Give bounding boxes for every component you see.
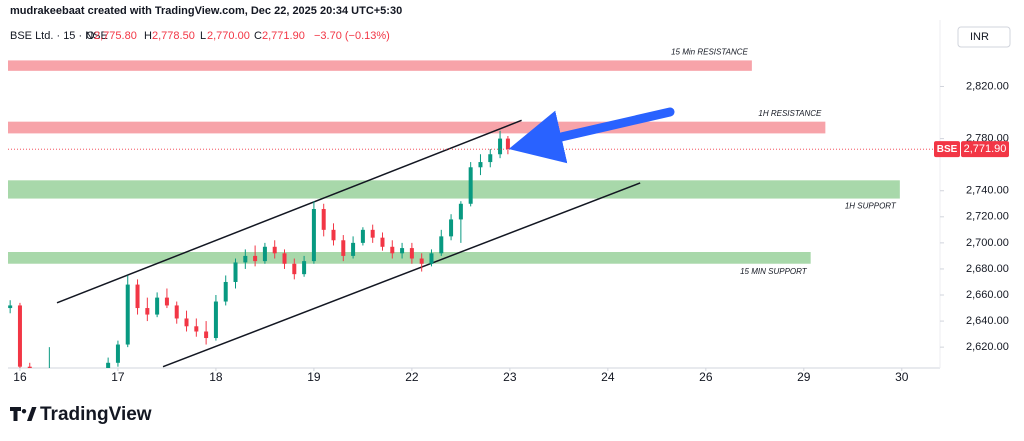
y-tick-label: 2,700.00 [966, 237, 1009, 249]
candle-body [204, 331, 209, 339]
candle-body [135, 284, 140, 309]
currency-box[interactable] [957, 26, 1011, 48]
zone [8, 180, 900, 199]
candle-body [106, 362, 111, 368]
zone-label: 1H RESISTANCE [758, 109, 822, 118]
candle-body [429, 253, 434, 264]
candle-body [505, 138, 510, 150]
logo: TradingView [10, 404, 152, 425]
candle-body [155, 297, 160, 315]
candle-body [488, 154, 493, 163]
x-tick-label: 16 [13, 370, 27, 384]
candle-body [370, 229, 375, 238]
candle-body [321, 208, 326, 230]
plot-area [8, 60, 940, 380]
candle-body [262, 246, 267, 262]
candle-body [174, 305, 179, 319]
last-symbol: BSE [937, 144, 958, 155]
candle-body [272, 246, 277, 254]
candle-body [184, 318, 189, 327]
y-tick-label: 2,620.00 [966, 341, 1009, 353]
o-value: 2,775.80 [94, 30, 137, 42]
candle-body [125, 284, 130, 345]
candle-body [17, 305, 22, 367]
candle-body [458, 203, 463, 220]
x-tick-label: 17 [111, 370, 125, 384]
candle-body [8, 305, 13, 309]
y-tick-label: 2,660.00 [966, 289, 1009, 301]
candle-body [77, 376, 81, 379]
x-tick-label: 24 [601, 370, 615, 384]
candle-body [253, 255, 258, 262]
zone-label: 15 MIN SUPPORT [740, 267, 808, 276]
candle-body [47, 373, 51, 380]
y-tick-label: 2,720.00 [966, 211, 1009, 223]
zone-label: 1H SUPPORT [845, 202, 897, 211]
candle-body [498, 138, 503, 155]
x-tick-label: 23 [503, 370, 517, 384]
candle-body [302, 261, 307, 275]
trendline [162, 182, 641, 368]
candle-body [409, 248, 414, 259]
candle-body [478, 162, 483, 168]
c-label: C [254, 30, 262, 42]
candle-body [311, 208, 316, 262]
candle-body [468, 167, 473, 204]
candle-body [223, 281, 228, 302]
last-symbol-box [934, 141, 960, 158]
candle-body [380, 237, 385, 247]
candle-body [449, 219, 454, 237]
x-tick-label: 22 [405, 370, 419, 384]
c-value: 2,771.90 [262, 30, 305, 42]
candle-body [439, 236, 444, 254]
candle-body [27, 366, 32, 368]
last-price-box [961, 141, 1009, 158]
candle-body [400, 248, 405, 254]
h-label: H [144, 30, 152, 42]
zone [8, 252, 811, 264]
trendline [56, 119, 522, 304]
candle-body [419, 258, 424, 264]
credit: mudrakeebaat created with TradingView.co… [10, 5, 402, 17]
x-tick-label: 29 [797, 370, 811, 384]
currency[interactable]: INR [970, 31, 989, 43]
x-tick-label: 19 [307, 370, 321, 384]
y-tick-label: 2,740.00 [966, 185, 1009, 197]
candle-body [233, 262, 238, 282]
candle-body [390, 246, 395, 254]
y-tick-label: 2,820.00 [966, 80, 1009, 92]
arrow [508, 107, 675, 164]
candle-body [341, 240, 346, 256]
candle-body [282, 253, 287, 264]
candle-body [292, 263, 297, 275]
zone [8, 121, 826, 134]
zone [8, 60, 752, 71]
candle-body [164, 297, 169, 306]
candle-body [145, 308, 150, 315]
candle-body [194, 326, 199, 332]
candle-body [115, 344, 120, 363]
h-value: 2,778.50 [152, 30, 195, 42]
y-tick-label: 2,640.00 [966, 315, 1009, 327]
candle-body [243, 255, 248, 263]
x-tick-label: 30 [895, 370, 909, 384]
logo-text: TradingView [40, 404, 152, 425]
last-price-label: 2,771.90 [964, 143, 1007, 155]
candle-body [351, 242, 356, 256]
candle-body [331, 229, 336, 241]
y-tick-label: 2,680.00 [966, 263, 1009, 275]
x-tick-label: 18 [209, 370, 223, 384]
zone-label: 15 Min RESISTANCE [671, 48, 748, 57]
o-label: O [86, 30, 95, 42]
l-value: 2,770.00 [207, 30, 250, 42]
x-tick-label: 26 [699, 370, 713, 384]
change: −3.70 (−0.13%) [314, 30, 390, 42]
candle-body [360, 229, 365, 243]
l-label: L [200, 30, 206, 42]
symbol: BSE Ltd. · 15 · NSE [10, 30, 108, 42]
candle-body [213, 301, 218, 339]
